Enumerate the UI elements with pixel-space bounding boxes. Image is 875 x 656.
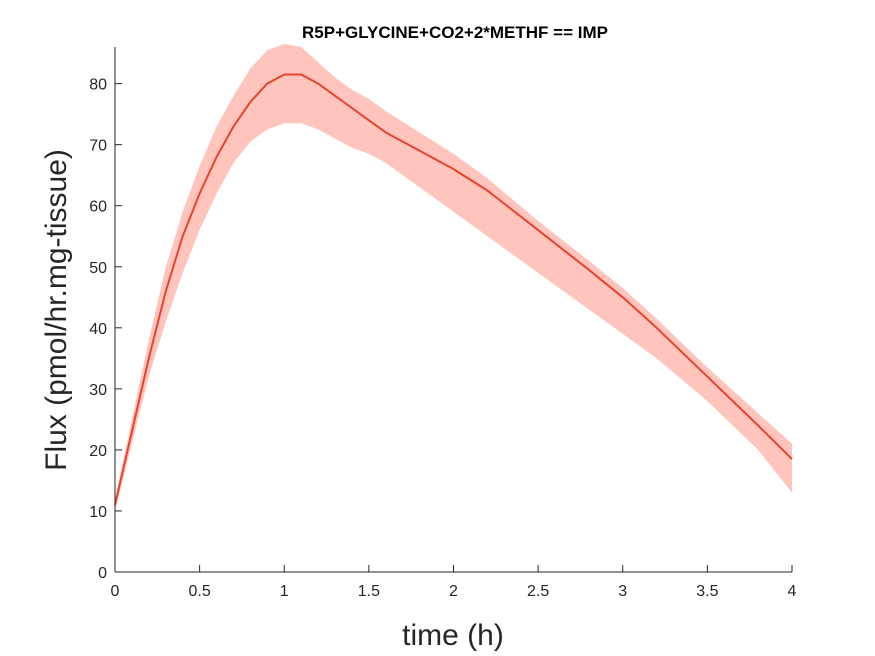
- x-tick-label: 1: [280, 583, 289, 600]
- chart-title: R5P+GLYCINE+CO2+2*METHF == IMP: [302, 23, 608, 42]
- x-tick-label: 4: [788, 583, 797, 600]
- series-line-layer: [114, 73, 793, 506]
- y-tick-label: 40: [89, 321, 107, 338]
- x-tick-label: 1.5: [358, 583, 380, 600]
- x-tick-label: 2.5: [527, 583, 549, 600]
- x-tick-label: 2: [449, 583, 458, 600]
- y-tick-label: 10: [89, 504, 107, 521]
- y-axis-label: Flux (pmol/hr.mg-tissue): [40, 149, 73, 471]
- y-tick-label: 80: [89, 77, 107, 94]
- x-tick-label: 0: [111, 583, 120, 600]
- y-tick-label: 20: [89, 443, 107, 460]
- x-axis-label: time (h): [402, 619, 504, 652]
- x-tick-label: 3: [618, 583, 627, 600]
- y-tick-label: 70: [89, 138, 107, 155]
- series-line: [114, 73, 793, 506]
- x-tick-label: 3.5: [696, 583, 718, 600]
- y-tick-label: 0: [98, 565, 107, 582]
- x-tick-label: 0.5: [189, 583, 211, 600]
- y-tick-label: 60: [89, 199, 107, 216]
- y-axis-ticks: 0 10 20 30 40 50 60 70 80: [89, 77, 122, 582]
- x-axis-ticks: 0 0.5 1 1.5 2 2.5 3 3.5 4: [111, 565, 797, 600]
- y-tick-label: 30: [89, 382, 107, 399]
- y-tick-label: 50: [89, 260, 107, 277]
